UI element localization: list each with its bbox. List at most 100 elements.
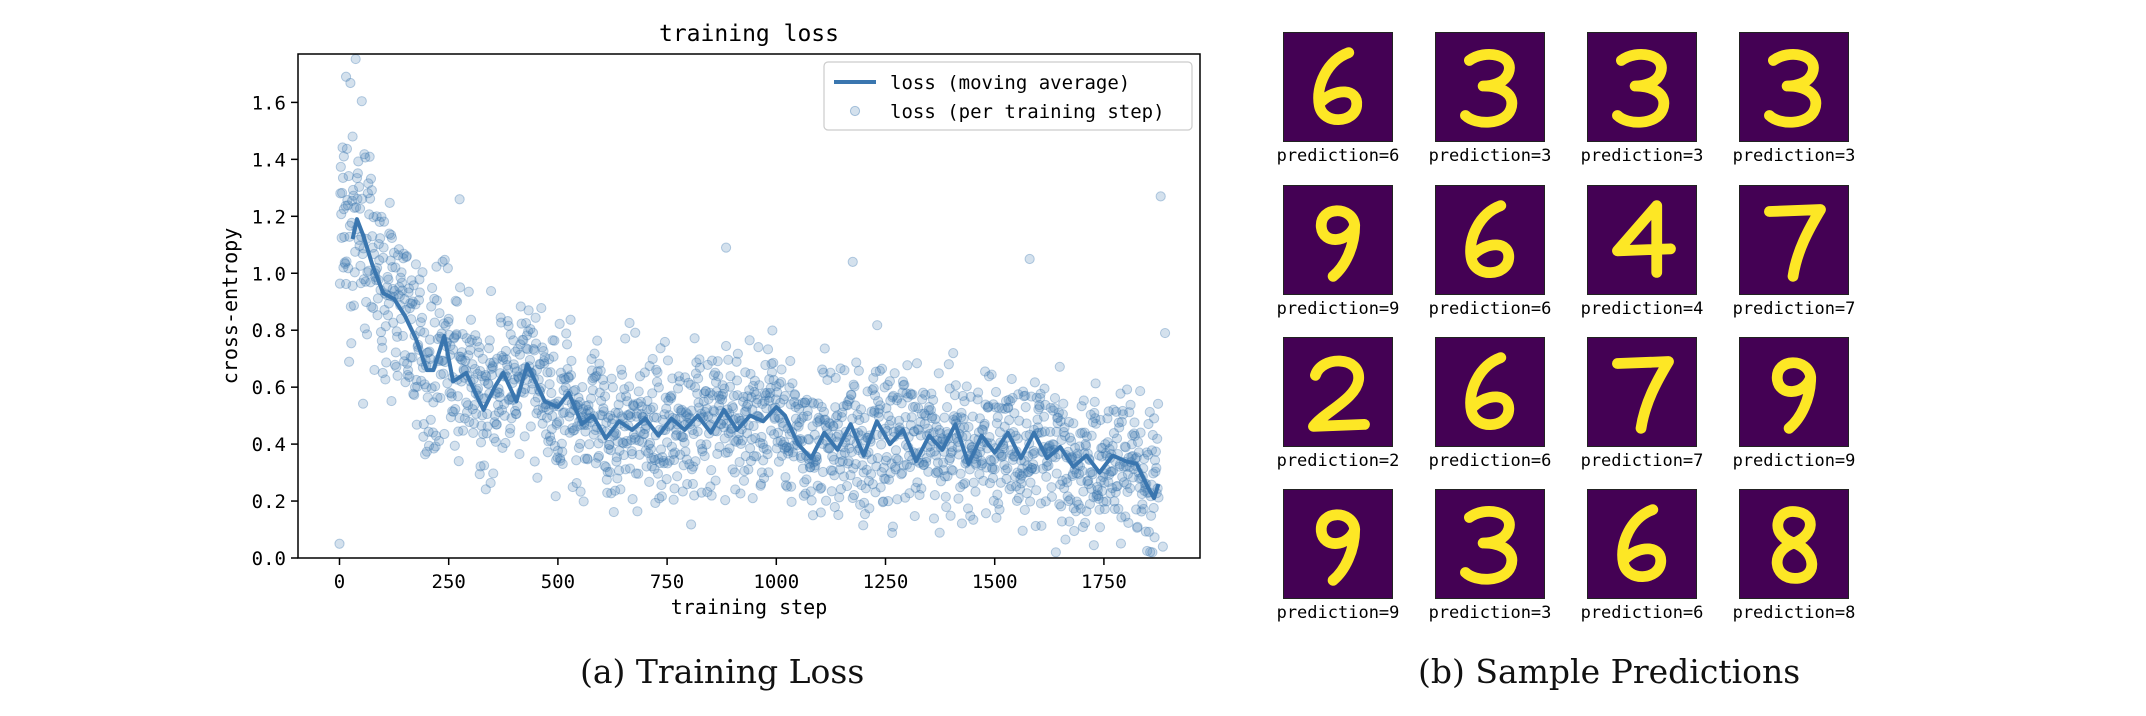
scatter-point (616, 364, 627, 375)
scatter-point (378, 242, 389, 253)
scatter-point (501, 354, 512, 365)
scatter-point (429, 317, 440, 328)
scatter-point (659, 409, 670, 420)
scatter-point (497, 354, 508, 366)
scatter-point (1111, 433, 1123, 444)
scatter-point (687, 478, 698, 490)
scatter-point (433, 435, 445, 447)
scatter-point (338, 204, 349, 215)
scatter-point (424, 346, 435, 357)
scatter-point (990, 386, 1002, 398)
scatter-point (595, 365, 606, 376)
scatter-point (565, 407, 576, 418)
scatter-point (618, 449, 629, 461)
scatter-point (619, 384, 630, 395)
scatter-point (653, 453, 664, 464)
scatter-point (646, 453, 657, 464)
scatter-point (686, 405, 697, 416)
scatter-point (970, 486, 981, 497)
scatter-point (512, 343, 523, 355)
scatter-point (387, 283, 398, 295)
scatter-point (534, 359, 545, 370)
scatter-point (564, 411, 575, 422)
scatter-point (510, 408, 522, 420)
scatter-point (887, 521, 899, 532)
scatter-point (668, 494, 679, 505)
scatter-point (435, 369, 446, 380)
scatter-point (340, 258, 351, 269)
scatter-point (496, 350, 507, 362)
scatter-point (680, 407, 691, 418)
scatter-point (591, 370, 602, 382)
scatter-point (624, 317, 635, 329)
scatter-point (815, 507, 826, 518)
scatter-point (566, 355, 577, 366)
scatter-point (356, 96, 367, 107)
scatter-point (592, 452, 604, 463)
scatter-point (357, 193, 368, 204)
chart-title: training loss (659, 21, 839, 47)
scatter-point (421, 446, 432, 457)
scatter-point (677, 431, 688, 443)
scatter-point (426, 301, 437, 312)
scatter-point (525, 324, 536, 335)
scatter-point (503, 364, 514, 375)
prediction-label: prediction=6 (1428, 451, 1552, 471)
scatter-point (571, 477, 582, 489)
scatter-point (676, 404, 688, 415)
scatter-point (470, 330, 481, 341)
scatter-point (339, 257, 350, 268)
scatter-point (606, 373, 617, 384)
scatter-point (661, 403, 672, 414)
scatter-point (663, 395, 674, 406)
x-tick-label: 500 (541, 571, 575, 593)
prediction-label: prediction=9 (1276, 603, 1400, 623)
scatter-point (1029, 377, 1040, 388)
scatter-point (335, 161, 346, 172)
scatter-point (397, 285, 408, 296)
scatter-point (622, 409, 633, 421)
scatter-point (539, 358, 550, 369)
scatter-point (573, 442, 584, 453)
scatter-point (1060, 534, 1071, 545)
scatter-point (950, 380, 961, 391)
scatter-point (560, 382, 571, 393)
scatter-point (368, 212, 379, 223)
scatter-point (486, 369, 498, 381)
scatter-point (968, 514, 979, 525)
scatter-point (1050, 547, 1061, 558)
scatter-point (1132, 521, 1143, 532)
scatter-point (438, 318, 449, 329)
scatter-point (374, 255, 385, 266)
scatter-point (1090, 378, 1101, 389)
scatter-point (595, 409, 606, 421)
scatter-point (681, 454, 692, 465)
scatter-point (335, 188, 346, 199)
scatter-point (561, 339, 573, 350)
scatter-point (561, 328, 572, 339)
scatter-point (480, 484, 491, 495)
scatter-point (678, 460, 689, 471)
scatter-point (503, 320, 514, 331)
scatter-point (537, 418, 548, 429)
scatter-point (528, 343, 539, 355)
scatter-point (474, 468, 485, 480)
scatter-point (453, 456, 464, 467)
digit-image (1283, 185, 1393, 295)
scatter-point (388, 247, 400, 258)
scatter-point (545, 367, 556, 378)
scatter-point (505, 423, 516, 434)
scatter-point (339, 231, 350, 243)
scatter-point (604, 439, 615, 450)
scatter-point (789, 390, 801, 401)
scatter-point (968, 477, 979, 488)
scatter-point (666, 390, 677, 401)
scatter-point (672, 471, 683, 482)
scatter-point (415, 317, 426, 328)
scatter-point (848, 490, 860, 501)
scatter-point (365, 173, 377, 184)
scatter-point (593, 450, 605, 462)
scatter-point (610, 485, 621, 496)
scatter-point (620, 391, 632, 402)
scatter-point (940, 491, 951, 502)
